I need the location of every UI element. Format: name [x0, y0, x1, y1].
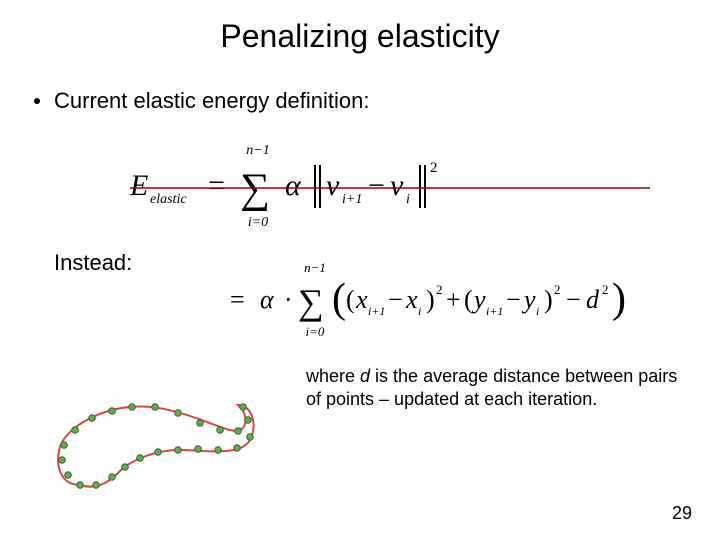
snake-dot — [109, 474, 116, 481]
eq2-equals: = — [230, 285, 245, 314]
eq2-sum-top: n−1 — [304, 260, 326, 275]
bullet-text: Current elastic energy definition: — [54, 88, 370, 114]
equation-current-elastic: E elastic = n−1 ∑ i=0 α v i+1 − v i — [130, 140, 650, 230]
eq1-sum-top: n−1 — [246, 143, 269, 158]
snake-dot — [61, 442, 68, 449]
eq2-lparen1: ( — [346, 285, 355, 314]
snake-dot — [77, 482, 84, 489]
eq2-minus2: − — [506, 285, 521, 314]
snake-dots-group — [59, 404, 254, 489]
eq2-x-cur: x — [405, 285, 418, 314]
snake-dot — [109, 408, 116, 415]
instead-label: Instead: — [54, 250, 132, 276]
snake-dot — [245, 417, 252, 424]
eq1-minus: − — [368, 169, 385, 202]
explanation-prefix: where — [306, 366, 360, 386]
snake-dot — [217, 427, 224, 434]
eq1-v-cur: v — [390, 169, 404, 202]
eq1-E: E — [130, 169, 148, 202]
eq1-v-cur-sub: i — [406, 192, 410, 207]
eq1-alpha: α — [285, 169, 302, 202]
explanation-text: where d is the average distance between … — [306, 365, 696, 410]
snake-dot — [152, 404, 159, 411]
eq2-alpha: α — [260, 285, 275, 314]
snake-dot — [129, 404, 136, 411]
slide-title: Penalizing elasticity — [0, 18, 720, 55]
snake-dot — [235, 428, 242, 435]
eq2-dot: · — [284, 285, 293, 314]
bullet-item: Current elastic energy definition: — [34, 88, 370, 114]
bullet-dot-icon — [34, 98, 40, 104]
eq2-rparen-big: ) — [612, 276, 626, 322]
snake-dot — [175, 410, 182, 417]
snake-dot — [234, 445, 241, 452]
eq2-minus3: − — [566, 285, 581, 314]
eq2-y-next-sub: i+1 — [486, 304, 503, 318]
snake-dot — [72, 427, 79, 434]
eq2-lparen2: ( — [464, 285, 473, 314]
snake-dot — [65, 472, 72, 479]
snake-contour-path — [58, 405, 253, 487]
eq2-pow2: 2 — [554, 282, 561, 297]
eq2-d: d — [586, 285, 600, 314]
eq2-pow1: 2 — [436, 282, 443, 297]
eq2-y-cur-sub: i — [536, 304, 539, 318]
snake-dot — [122, 464, 129, 471]
snake-dot — [89, 415, 96, 422]
eq1-sum-bot: i=0 — [248, 215, 268, 230]
snake-dot — [195, 446, 202, 453]
snake-dot — [155, 449, 162, 456]
equation-instead: = α · n−1 ∑ i=0 ( ( x i+1 − x i ) 2 + — [230, 260, 690, 340]
eq2-x-next: x — [355, 285, 368, 314]
snake-illustration — [40, 375, 270, 515]
eq1-E-sub: elastic — [150, 192, 187, 207]
eq1-power: 2 — [430, 160, 438, 176]
eq2-y-next: y — [471, 285, 486, 314]
page-number: 29 — [672, 503, 692, 524]
snake-dot — [215, 447, 222, 454]
eq1-v-next: v — [326, 169, 340, 202]
eq2-rparen1: ) — [426, 285, 435, 314]
eq2-rparen2: ) — [544, 285, 553, 314]
eq1-equals: = — [208, 169, 225, 202]
eq2-sum-bot: i=0 — [306, 324, 325, 339]
eq2-x-next-sub: i+1 — [368, 304, 385, 318]
snake-dot — [93, 482, 100, 489]
eq2-lparen-big: ( — [332, 276, 346, 322]
snake-dot — [137, 455, 144, 462]
snake-dot — [197, 420, 204, 427]
eq1-sigma-icon: ∑ — [240, 166, 270, 212]
explanation-d: d — [360, 366, 370, 386]
snake-dot — [59, 457, 66, 464]
snake-dot — [175, 447, 182, 454]
eq2-sigma-icon: ∑ — [298, 282, 324, 322]
snake-dot — [247, 434, 254, 441]
eq2-minus1: − — [388, 285, 403, 314]
eq2-y-cur: y — [521, 285, 536, 314]
eq2-plus: + — [446, 285, 461, 314]
eq2-x-cur-sub: i — [418, 304, 421, 318]
eq1-v-next-sub: i+1 — [342, 192, 362, 207]
snake-dot — [240, 404, 247, 411]
eq2-pow3: 2 — [602, 282, 609, 297]
